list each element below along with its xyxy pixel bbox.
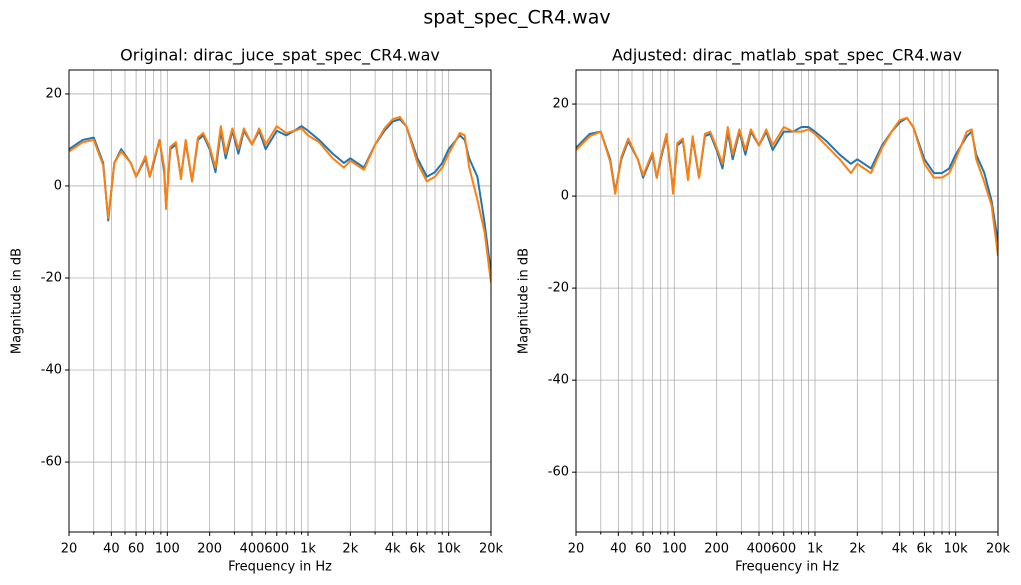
x-tick-label: 20k bbox=[479, 542, 504, 557]
axes-frame bbox=[575, 69, 999, 533]
y-tick-label: 0 bbox=[561, 189, 569, 204]
x-axis-label: Frequency in Hz bbox=[228, 560, 332, 575]
y-tick-label: 0 bbox=[54, 178, 62, 193]
y-tick-label: -40 bbox=[548, 373, 569, 388]
y-tick-label: -60 bbox=[41, 455, 62, 470]
y-tick-label: 20 bbox=[552, 97, 569, 112]
x-tick-label: 200 bbox=[197, 542, 222, 557]
x-tick-label: 2k bbox=[342, 542, 358, 557]
plot-area bbox=[69, 115, 491, 283]
x-tick-label: 200 bbox=[704, 542, 729, 557]
x-tick-label: 6k bbox=[410, 542, 426, 557]
y-tick-label: -20 bbox=[41, 270, 62, 285]
x-tick-label: 100 bbox=[662, 542, 687, 557]
x-tick-label: 10k bbox=[437, 542, 462, 557]
y-tick-label: -60 bbox=[548, 465, 569, 480]
x-tick-label: 20 bbox=[568, 542, 585, 557]
x-tick-label: 2k bbox=[849, 542, 865, 557]
series-line bbox=[69, 118, 491, 274]
x-tick-label: 400 bbox=[240, 542, 265, 557]
x-tick-label: 4k bbox=[385, 542, 401, 557]
x-tick-label: 20 bbox=[61, 542, 78, 557]
axes-title: Original: dirac_juce_spat_spec_CR4.wav bbox=[120, 46, 440, 66]
subplot: 20 40 60 100 200 400 600 1k 2k 4k 6k 10k 20k-60-40-2… bbox=[517, 46, 1011, 575]
x-axis-label: Frequency in Hz bbox=[735, 560, 839, 575]
x-tick-label: 40 bbox=[103, 542, 120, 557]
x-tick-label: 60 bbox=[128, 542, 145, 557]
subplot: 20 40 60 100 200 400 600 1k 2k 4k 6k 10k 20k-60-40-2… bbox=[10, 46, 504, 575]
axes-title: Adjusted: dirac_matlab_spat_spec_CR4.wav bbox=[612, 46, 962, 66]
x-tick-label: 1k bbox=[300, 542, 316, 557]
x-tick-label: 600 bbox=[264, 542, 289, 557]
x-tick-label: 40 bbox=[610, 542, 627, 557]
x-tick-label: 6k bbox=[917, 542, 933, 557]
series-line bbox=[576, 116, 998, 257]
y-tick-label: -20 bbox=[548, 281, 569, 296]
x-tick-label: 60 bbox=[635, 542, 652, 557]
x-tick-label: 10k bbox=[944, 542, 969, 557]
x-tick-label: 20k bbox=[986, 542, 1011, 557]
series-line bbox=[576, 116, 998, 243]
x-tick-label: 600 bbox=[771, 542, 796, 557]
plot-area bbox=[576, 116, 998, 257]
x-tick-label: 100 bbox=[155, 542, 180, 557]
figure-title: spat_spec_CR4.wav bbox=[423, 7, 610, 29]
y-axis-label: Magnitude in dB bbox=[10, 248, 25, 354]
y-axis-label: Magnitude in dB bbox=[517, 248, 532, 354]
x-tick-label: 4k bbox=[892, 542, 908, 557]
x-tick-label: 400 bbox=[747, 542, 772, 557]
y-tick-label: 20 bbox=[45, 86, 62, 101]
y-tick-label: -40 bbox=[41, 363, 62, 378]
axes-frame bbox=[68, 69, 492, 533]
series-line bbox=[69, 115, 491, 283]
x-tick-label: 1k bbox=[807, 542, 823, 557]
